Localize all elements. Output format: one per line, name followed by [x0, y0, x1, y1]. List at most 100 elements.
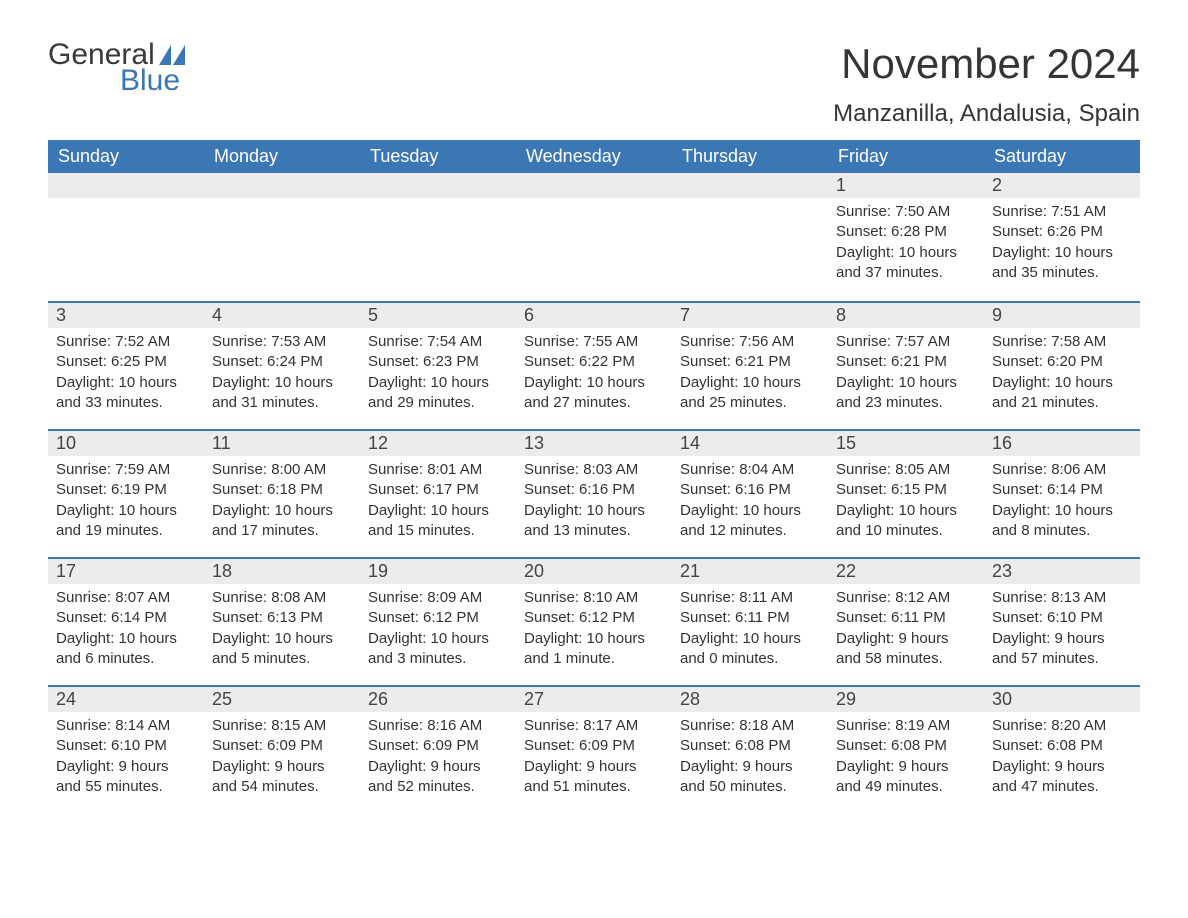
day-details: Sunrise: 7:59 AMSunset: 6:19 PMDaylight:…	[48, 456, 204, 549]
calendar-cell: 13Sunrise: 8:03 AMSunset: 6:16 PMDayligh…	[516, 429, 672, 557]
day-number: 16	[984, 429, 1140, 456]
calendar-cell: 11Sunrise: 8:00 AMSunset: 6:18 PMDayligh…	[204, 429, 360, 557]
daylight-text-1: Daylight: 9 hours	[992, 629, 1132, 649]
day-number: 25	[204, 685, 360, 712]
page-title: November 2024	[841, 40, 1140, 88]
calendar-cell: 6Sunrise: 7:55 AMSunset: 6:22 PMDaylight…	[516, 301, 672, 429]
day-details: Sunrise: 7:53 AMSunset: 6:24 PMDaylight:…	[204, 328, 360, 421]
calendar-cell: 7Sunrise: 7:56 AMSunset: 6:21 PMDaylight…	[672, 301, 828, 429]
calendar-cell: 29Sunrise: 8:19 AMSunset: 6:08 PMDayligh…	[828, 685, 984, 813]
sunrise-text: Sunrise: 8:04 AM	[680, 460, 820, 480]
daylight-text-1: Daylight: 10 hours	[368, 373, 508, 393]
sunset-text: Sunset: 6:16 PM	[680, 480, 820, 500]
daylight-text-1: Daylight: 10 hours	[56, 501, 196, 521]
sunrise-text: Sunrise: 8:01 AM	[368, 460, 508, 480]
calendar-cell: 15Sunrise: 8:05 AMSunset: 6:15 PMDayligh…	[828, 429, 984, 557]
daylight-text-2: and 50 minutes.	[680, 777, 820, 797]
calendar-cell: 25 Sunrise: 8:15 AMSunset: 6:09 PMDayligh…	[204, 685, 360, 813]
day-number: 30	[984, 685, 1140, 712]
sunrise-text: Sunrise: 8:10 AM	[524, 588, 664, 608]
daylight-text-1: Daylight: 10 hours	[524, 501, 664, 521]
day-details: Sunrise: 7:55 AMSunset: 6:22 PMDaylight:…	[516, 328, 672, 421]
day-details: Sunrise: 7:57 AMSunset: 6:21 PMDaylight:…	[828, 328, 984, 421]
sunrise-text: Sunrise: 7:59 AM	[56, 460, 196, 480]
daylight-text-2: and 49 minutes.	[836, 777, 976, 797]
daylight-text-2: and 0 minutes.	[680, 649, 820, 669]
day-number: 15	[828, 429, 984, 456]
daylight-text-2: and 52 minutes.	[368, 777, 508, 797]
calendar-week-row: 10Sunrise: 7:59 AMSunset: 6:19 PMDayligh…	[48, 429, 1140, 557]
sunrise-text: Sunrise: 7:57 AM	[836, 332, 976, 352]
sunrise-text: Sunrise: 8:20 AM	[992, 716, 1132, 736]
daylight-text-1: Daylight: 10 hours	[992, 243, 1132, 263]
daylight-text-2: and 58 minutes.	[836, 649, 976, 669]
logo-flag-icon	[159, 45, 185, 65]
sunset-text: Sunset: 6:20 PM	[992, 352, 1132, 372]
day-number: 26	[360, 685, 516, 712]
sunrise-text: Sunrise: 8:18 AM	[680, 716, 820, 736]
sunrise-text: Sunrise: 7:56 AM	[680, 332, 820, 352]
day-details: Sunrise: 8:17 AMSunset: 6:09 PMDaylight:…	[516, 712, 672, 805]
day-number: 23	[984, 557, 1140, 584]
sunrise-text: Sunrise: 8:03 AM	[524, 460, 664, 480]
sunset-text: Sunset: 6:09 PM	[368, 736, 508, 756]
daylight-text-1: Daylight: 9 hours	[212, 757, 352, 777]
sunrise-text: Sunrise: 8:05 AM	[836, 460, 976, 480]
day-number: 24	[48, 685, 204, 712]
sunrise-text: Sunrise: 8:19 AM	[836, 716, 976, 736]
day-details: Sunrise: 7:58 AMSunset: 6:20 PMDaylight:…	[984, 328, 1140, 421]
day-details: Sunrise: 8:01 AMSunset: 6:17 PMDaylight:…	[360, 456, 516, 549]
day-number: 17	[48, 557, 204, 584]
calendar-cell: 17Sunrise: 8:07 AMSunset: 6:14 PMDayligh…	[48, 557, 204, 685]
day-details: Sunrise: 8:14 AMSunset: 6:10 PMDaylight:…	[48, 712, 204, 805]
calendar-cell: 3Sunrise: 7:52 AMSunset: 6:25 PMDaylight…	[48, 301, 204, 429]
daylight-text-2: and 21 minutes.	[992, 393, 1132, 413]
sunrise-text: Sunrise: 7:52 AM	[56, 332, 196, 352]
day-number: 22	[828, 557, 984, 584]
sunrise-text: Sunrise: 8:14 AM	[56, 716, 196, 736]
sunset-text: Sunset: 6:09 PM	[212, 736, 352, 756]
day-details: Sunrise: 8:13 AMSunset: 6:10 PMDaylight:…	[984, 584, 1140, 677]
daylight-text-1: Daylight: 9 hours	[368, 757, 508, 777]
daylight-text-1: Daylight: 9 hours	[992, 757, 1132, 777]
day-number	[516, 173, 672, 198]
calendar-cell: 14Sunrise: 8:04 AMSunset: 6:16 PMDayligh…	[672, 429, 828, 557]
calendar-cell: 27Sunrise: 8:17 AMSunset: 6:09 PMDayligh…	[516, 685, 672, 813]
day-details: Sunrise: 7:50 AMSunset: 6:28 PMDaylight:…	[828, 198, 984, 291]
sunrise-text: Sunrise: 8:12 AM	[836, 588, 976, 608]
daylight-text-1: Daylight: 10 hours	[368, 629, 508, 649]
calendar-cell: 5Sunrise: 7:54 AMSunset: 6:23 PMDaylight…	[360, 301, 516, 429]
daylight-text-2: and 8 minutes.	[992, 521, 1132, 541]
day-details: Sunrise: 7:52 AMSunset: 6:25 PMDaylight:…	[48, 328, 204, 421]
col-monday: Monday	[204, 140, 360, 173]
sunset-text: Sunset: 6:16 PM	[524, 480, 664, 500]
day-number: 7	[672, 301, 828, 328]
day-number: 8	[828, 301, 984, 328]
sunset-text: Sunset: 6:11 PM	[836, 608, 976, 628]
calendar-cell: 19Sunrise: 8:09 AMSunset: 6:12 PMDayligh…	[360, 557, 516, 685]
sunrise-text: Sunrise: 8:07 AM	[56, 588, 196, 608]
sunrise-text: Sunrise: 8:16 AM	[368, 716, 508, 736]
daylight-text-1: Daylight: 10 hours	[212, 373, 352, 393]
day-details: Sunrise: 8:18 AMSunset: 6:08 PMDaylight:…	[672, 712, 828, 805]
day-number: 11	[204, 429, 360, 456]
day-details: Sunrise: 8:16 AMSunset: 6:09 PMDaylight:…	[360, 712, 516, 805]
sunrise-text: Sunrise: 8:15 AM	[212, 716, 352, 736]
daylight-text-1: Daylight: 9 hours	[836, 629, 976, 649]
sunset-text: Sunset: 6:12 PM	[524, 608, 664, 628]
day-number: 10	[48, 429, 204, 456]
day-details: Sunrise: 8:05 AMSunset: 6:15 PMDaylight:…	[828, 456, 984, 549]
logo: General Blue	[48, 40, 185, 96]
day-details: Sunrise: 8:19 AMSunset: 6:08 PMDaylight:…	[828, 712, 984, 805]
daylight-text-1: Daylight: 10 hours	[992, 501, 1132, 521]
sunset-text: Sunset: 6:15 PM	[836, 480, 976, 500]
col-saturday: Saturday	[984, 140, 1140, 173]
col-wednesday: Wednesday	[516, 140, 672, 173]
sunrise-text: Sunrise: 8:17 AM	[524, 716, 664, 736]
daylight-text-2: and 31 minutes.	[212, 393, 352, 413]
daylight-text-1: Daylight: 10 hours	[212, 629, 352, 649]
daylight-text-2: and 54 minutes.	[212, 777, 352, 797]
day-details: Sunrise: 7:51 AMSunset: 6:26 PMDaylight:…	[984, 198, 1140, 291]
daylight-text-2: and 27 minutes.	[524, 393, 664, 413]
calendar-cell: 24Sunrise: 8:14 AMSunset: 6:10 PMDayligh…	[48, 685, 204, 813]
